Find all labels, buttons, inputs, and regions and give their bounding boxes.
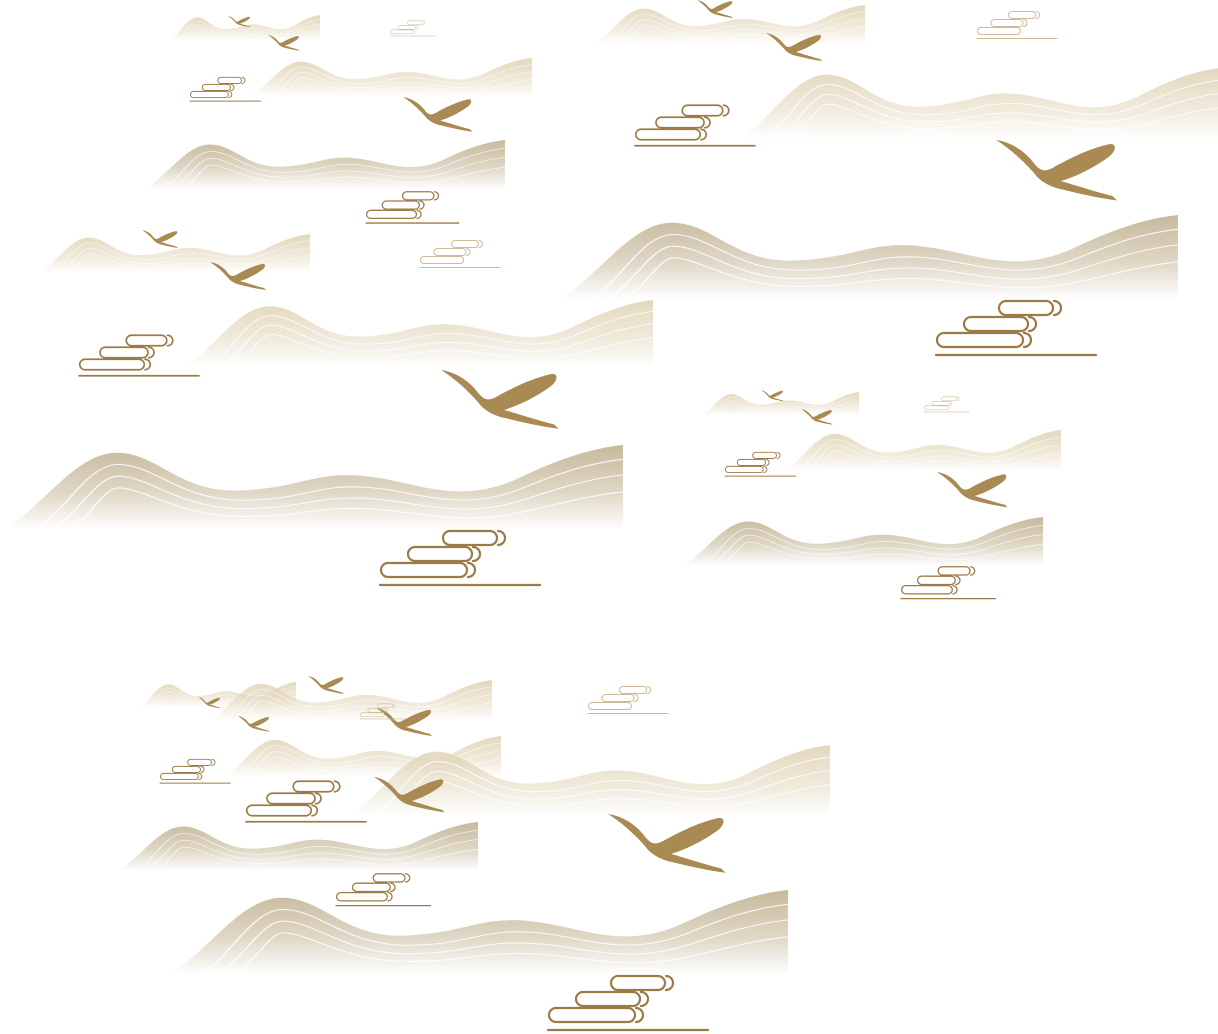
cloud-icon	[365, 191, 460, 224]
cloud-icon	[724, 451, 796, 477]
scene-middle-left	[5, 230, 654, 587]
hill-light	[595, 5, 866, 45]
hill-light	[250, 58, 533, 98]
hill-dark	[145, 140, 506, 190]
hill-dark	[5, 445, 624, 531]
cloud-icon	[159, 758, 231, 784]
hill-dark	[560, 215, 1179, 301]
hill-dark	[170, 890, 789, 976]
crane-icon	[608, 814, 726, 873]
hill-light	[740, 68, 1218, 141]
cloud-icon	[189, 76, 261, 102]
cloud-icon	[335, 873, 432, 907]
cloud-icon	[634, 104, 756, 147]
crane-icon	[761, 390, 784, 402]
cloud-icon	[587, 686, 669, 714]
cloud-icon	[546, 974, 710, 1032]
cloud-icon	[900, 566, 997, 600]
cloud-icon	[245, 780, 367, 823]
cloud-icon	[419, 240, 501, 268]
crane-icon	[697, 0, 733, 18]
crane-icon	[996, 140, 1117, 201]
cloud-icon	[934, 299, 1098, 357]
cloud-icon	[923, 396, 970, 413]
cloud-icon	[389, 20, 436, 37]
cloud-icon	[78, 334, 200, 377]
hill-light	[785, 430, 1062, 472]
crane-icon	[308, 676, 344, 694]
crane-icon	[441, 370, 559, 429]
hill-light	[703, 392, 860, 416]
crane-icon	[937, 472, 1008, 508]
crane-icon	[403, 97, 473, 132]
hill-light	[185, 300, 654, 369]
scene-small-right	[683, 390, 1062, 600]
crane-icon	[142, 230, 178, 248]
hill-light	[210, 680, 493, 722]
scene-bottom	[118, 676, 831, 1032]
hill-light	[40, 234, 311, 274]
hill-dark	[118, 822, 479, 872]
cloud-icon	[976, 11, 1058, 39]
scene-top-left	[145, 15, 533, 224]
hill-dark	[683, 517, 1044, 567]
scene-top-right	[595, 0, 1218, 201]
cloud-icon	[378, 529, 542, 587]
